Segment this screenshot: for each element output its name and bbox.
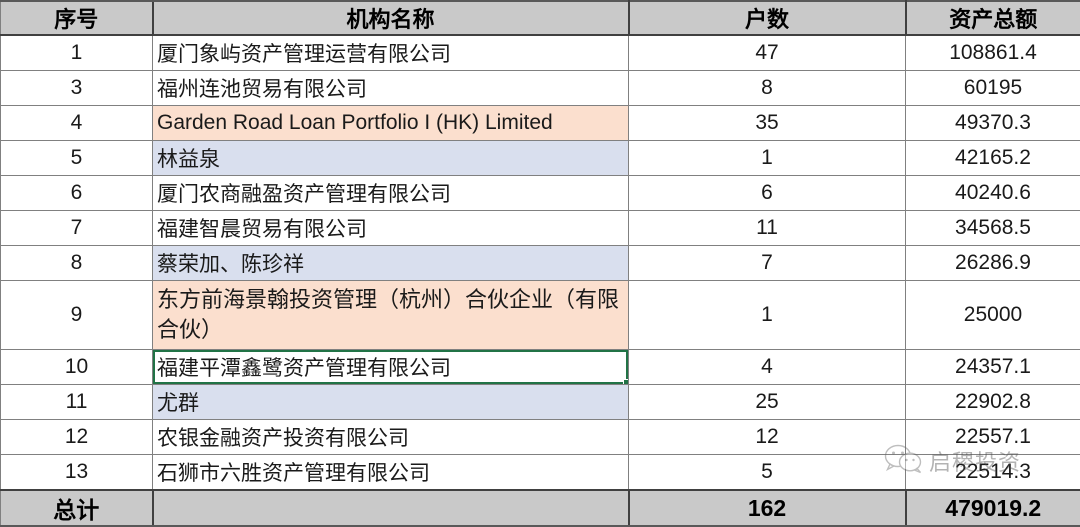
cell-asset-total[interactable]: 42165.2 [906, 141, 1080, 176]
cell-asset-total[interactable]: 22514.3 [906, 455, 1080, 491]
cell-count[interactable]: 25 [629, 385, 906, 420]
cell-count[interactable]: 1 [629, 141, 906, 176]
cell-index[interactable]: 1 [1, 35, 153, 71]
cell-institution-name[interactable]: 厦门农商融盈资产管理有限公司 [153, 176, 629, 211]
cell-count[interactable]: 7 [629, 246, 906, 281]
cell-count[interactable]: 11 [629, 211, 906, 246]
cell-asset-total[interactable]: 40240.6 [906, 176, 1080, 211]
cell-count[interactable]: 8 [629, 71, 906, 106]
cell-institution-name[interactable]: 福州连池贸易有限公司 [153, 71, 629, 106]
cell-asset-total[interactable]: 49370.3 [906, 106, 1080, 141]
cell-institution-name[interactable]: 福建平潭鑫鹭资产管理有限公司 [153, 350, 629, 385]
table-header-row: 序号 机构名称 户数 资产总额 [1, 1, 1080, 35]
cell-asset-total[interactable]: 60195 [906, 71, 1080, 106]
fill-handle[interactable] [623, 379, 629, 385]
cell-institution-name[interactable]: 蔡荣加、陈珍祥 [153, 246, 629, 281]
cell-asset-total[interactable]: 108861.4 [906, 35, 1080, 71]
cell-index[interactable]: 9 [1, 281, 153, 350]
cell-institution-name[interactable]: 福建智晨贸易有限公司 [153, 211, 629, 246]
column-header-count[interactable]: 户数 [629, 1, 906, 35]
cell-asset-total[interactable]: 22902.8 [906, 385, 1080, 420]
cell-asset-total[interactable]: 24357.1 [906, 350, 1080, 385]
cell-count[interactable]: 1 [629, 281, 906, 350]
cell-asset-total[interactable]: 22557.1 [906, 420, 1080, 455]
table-total-row: 总计 162 479019.2 [1, 490, 1080, 526]
cell-index[interactable]: 4 [1, 106, 153, 141]
cell-institution-name[interactable]: 东方前海景翰投资管理（杭州）合伙企业（有限合伙） [153, 281, 629, 350]
cell-index[interactable]: 5 [1, 141, 153, 176]
cell-institution-name[interactable]: 林益泉 [153, 141, 629, 176]
cell-institution-name[interactable]: Garden Road Loan Portfolio I (HK) Limite… [153, 106, 629, 141]
cell-index[interactable]: 8 [1, 246, 153, 281]
cell-asset-total[interactable]: 34568.5 [906, 211, 1080, 246]
column-header-name[interactable]: 机构名称 [153, 1, 629, 35]
total-count-value[interactable]: 162 [629, 490, 906, 526]
cell-count[interactable]: 4 [629, 350, 906, 385]
total-name-cell[interactable] [153, 490, 629, 526]
cell-index[interactable]: 13 [1, 455, 153, 491]
cell-asset-total[interactable]: 26286.9 [906, 246, 1080, 281]
cell-institution-name[interactable]: 石狮市六胜资产管理有限公司 [153, 455, 629, 491]
cell-count[interactable]: 5 [629, 455, 906, 491]
column-header-asset[interactable]: 资产总额 [906, 1, 1080, 35]
total-asset-value[interactable]: 479019.2 [906, 490, 1080, 526]
cell-asset-total[interactable]: 25000 [906, 281, 1080, 350]
cell-institution-name[interactable]: 厦门象屿资产管理运营有限公司 [153, 35, 629, 71]
cell-index[interactable]: 11 [1, 385, 153, 420]
cell-institution-name[interactable]: 农银金融资产投资有限公司 [153, 420, 629, 455]
column-header-index[interactable]: 序号 [1, 1, 153, 35]
cell-index[interactable]: 10 [1, 350, 153, 385]
cell-index[interactable]: 7 [1, 211, 153, 246]
cell-index[interactable]: 6 [1, 176, 153, 211]
cell-count[interactable]: 6 [629, 176, 906, 211]
cell-count[interactable]: 35 [629, 106, 906, 141]
cell-institution-name[interactable]: 尤群 [153, 385, 629, 420]
cell-count[interactable]: 47 [629, 35, 906, 71]
cell-index[interactable]: 12 [1, 420, 153, 455]
total-label[interactable]: 总计 [1, 490, 153, 526]
cell-index[interactable]: 3 [1, 71, 153, 106]
cell-count[interactable]: 12 [629, 420, 906, 455]
